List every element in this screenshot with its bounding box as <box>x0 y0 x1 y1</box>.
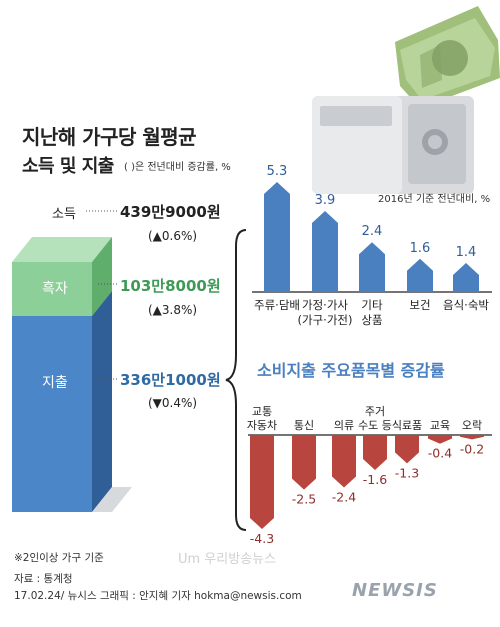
value-label-increase-2: 2.4 <box>362 224 383 239</box>
bar-decrease-3 <box>363 435 387 470</box>
page-subtitle: 소득 및 지출 <box>22 156 114 177</box>
tick-label-decrease-3-0: 주거 <box>365 405 385 418</box>
surplus-top-face <box>12 237 112 262</box>
value-label-decrease-3: -1.6 <box>363 472 387 487</box>
footer-source: 자료 : 통계청 <box>14 573 73 585</box>
value-label-decrease-5: -0.4 <box>428 446 452 461</box>
income-amount: 439만9000원 <box>120 203 221 221</box>
tick-label-increase-1-1: (가구·가전) <box>298 313 353 327</box>
bracket-brace <box>225 229 247 531</box>
tick-label-decrease-2-0: 의류 <box>334 419 354 432</box>
wallet-image <box>312 96 474 194</box>
footer-credit: 17.02.24/ 뉴시스 그래픽 : 안지혜 기자 hokma@newsis.… <box>14 590 302 602</box>
bar-increase-0 <box>264 182 290 292</box>
bar-increase-2 <box>359 242 385 292</box>
tick-label-decrease-0-0: 교통 <box>252 405 272 418</box>
bar-increase-3 <box>407 258 433 292</box>
expenditure-amount: 336만1000원 <box>120 371 221 389</box>
value-label-decrease-0: -4.3 <box>250 531 274 546</box>
income-3d-bar <box>12 237 132 512</box>
value-label-decrease-4: -1.3 <box>395 465 419 480</box>
bar-shadow <box>92 487 132 512</box>
bar-decrease-4 <box>395 435 419 464</box>
income-change: (▲0.6%) <box>148 229 198 243</box>
value-label-increase-4: 1.4 <box>456 245 477 260</box>
tick-label-increase-0-0: 주류·담배 <box>254 298 300 312</box>
tick-label-decrease-0-1: 자동차 <box>247 419 277 432</box>
bar-decrease-1 <box>292 435 316 490</box>
tick-label-decrease-4-0: 식료품 <box>392 419 422 432</box>
surplus-side-face <box>92 237 112 316</box>
value-label-increase-1: 3.9 <box>315 193 336 208</box>
tick-label-increase-2-0: 기타 <box>361 298 383 312</box>
bar-decrease-2 <box>332 435 356 488</box>
income-row-label: 소득 <box>52 207 76 222</box>
value-label-decrease-2: -2.4 <box>332 489 356 504</box>
bar-increase-1 <box>312 211 338 292</box>
tick-label-increase-1-0: 가정·가사 <box>302 298 348 312</box>
tick-label-increase-3-0: 보건 <box>409 298 430 312</box>
surplus-front-face <box>12 262 92 316</box>
surplus-bar-label: 흑자 <box>42 281 68 297</box>
tick-label-increase-4-0: 음식·숙박 <box>443 298 489 312</box>
surplus-change: (▲3.8%) <box>148 303 198 317</box>
decrease-chart-title: 소비지출 주요품목별 증감률 <box>257 361 445 380</box>
tick-label-decrease-3-1: 수도 등 <box>358 419 392 432</box>
tick-label-decrease-6-0: 오락 <box>462 419 482 432</box>
tick-label-increase-2-1: 상품 <box>361 313 382 327</box>
tick-label-decrease-5-0: 교육 <box>430 419 450 432</box>
expenditure-change: (▼0.4%) <box>148 396 198 410</box>
tick-label-decrease-1-0: 통신 <box>294 419 314 432</box>
surplus-amount: 103만8000원 <box>120 277 221 295</box>
expenditure-bar-label: 지출 <box>42 375 68 391</box>
bar-decrease-6 <box>460 435 484 440</box>
page-title: 지난해 가구당 월평균 <box>22 125 197 149</box>
value-label-decrease-6: -0.2 <box>460 441 484 456</box>
banknote-image <box>395 6 500 108</box>
value-label-increase-0: 5.3 <box>267 164 288 179</box>
value-label-increase-3: 1.6 <box>410 241 431 256</box>
brand-logo: NEWSIS <box>352 580 438 601</box>
bar-increase-4 <box>453 262 479 292</box>
expenditure-front-face <box>12 316 92 512</box>
chart-note: 2016년 기준 전년대비, % <box>378 194 491 205</box>
value-label-decrease-1: -2.5 <box>292 492 316 507</box>
watermark: Um 우리방송뉴스 <box>178 552 277 567</box>
bar-decrease-0 <box>250 435 274 529</box>
expenditure-side-face <box>92 291 112 512</box>
bar-decrease-5 <box>428 435 452 444</box>
footer-note: ※2인이상 가구 기준 <box>14 552 104 564</box>
subtitle-note: ( )은 전년대비 증감률, % <box>124 162 231 173</box>
wallet-illustration <box>312 6 500 194</box>
